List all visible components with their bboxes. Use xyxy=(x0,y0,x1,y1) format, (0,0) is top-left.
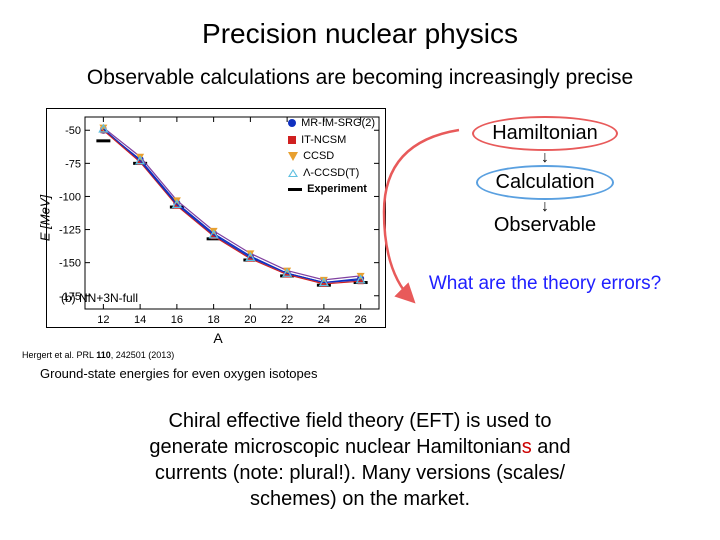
svg-text:18: 18 xyxy=(208,314,220,326)
svg-text:26: 26 xyxy=(355,314,367,326)
triangle-up-icon xyxy=(288,169,298,177)
slide-title: Precision nuclear physics xyxy=(0,0,720,50)
theory-errors-question: What are the theory errors? xyxy=(390,273,700,295)
svg-text:20: 20 xyxy=(244,314,256,326)
svg-text:22: 22 xyxy=(281,314,293,326)
bottom-paragraph: Chiral effective field theory (EFT) is u… xyxy=(0,408,720,512)
flow-step-calculation: Calculation xyxy=(390,165,700,200)
flow-diagram: Hamiltonian ↓ Calculation ↓ Observable W… xyxy=(390,108,700,381)
slide-subtitle: Observable calculations are becoming inc… xyxy=(0,50,720,90)
content-row: -50-75-100-125-150-1751214161820222426 M… xyxy=(0,108,720,381)
svg-text:24: 24 xyxy=(318,314,330,326)
svg-text:14: 14 xyxy=(134,314,146,326)
svg-text:-100: -100 xyxy=(59,191,81,203)
square-icon xyxy=(288,136,296,144)
energy-chart: -50-75-100-125-150-1751214161820222426 M… xyxy=(46,108,386,328)
chart-legend: MR-IM-SRG(2) IT-NCSM CCSD Λ-CCSD(T) Expe… xyxy=(288,115,375,198)
bar-icon xyxy=(288,188,302,191)
legend-item: MR-IM-SRG(2) xyxy=(288,115,375,132)
legend-item: Λ-CCSD(T) xyxy=(288,165,375,182)
svg-text:-75: -75 xyxy=(65,158,81,170)
triangle-down-icon xyxy=(288,152,298,161)
oval-red: Hamiltonian xyxy=(472,116,618,151)
svg-text:12: 12 xyxy=(97,314,109,326)
legend-label: Λ-CCSD(T) xyxy=(303,165,359,182)
svg-text:16: 16 xyxy=(171,314,183,326)
legend-label: Experiment xyxy=(307,181,367,198)
x-axis-label: A xyxy=(213,330,222,346)
oval-blue: Calculation xyxy=(476,165,615,200)
y-axis-label: E [MeV] xyxy=(38,195,53,241)
arrow-down-icon: ↓ xyxy=(390,151,700,165)
flow-step-observable: Observable xyxy=(390,214,700,237)
legend-label: MR-IM-SRG(2) xyxy=(301,115,375,132)
legend-item: Experiment xyxy=(288,181,375,198)
flow-step-hamiltonian: Hamiltonian xyxy=(390,116,700,151)
svg-text:-125: -125 xyxy=(59,225,81,237)
chart-area: -50-75-100-125-150-1751214161820222426 M… xyxy=(20,108,390,381)
chart-caption: Ground-state energies for even oxygen is… xyxy=(40,366,390,381)
legend-item: CCSD xyxy=(288,148,375,165)
circle-icon xyxy=(288,119,296,127)
legend-item: IT-NCSM xyxy=(288,132,375,149)
legend-label: IT-NCSM xyxy=(301,132,346,149)
svg-text:-150: -150 xyxy=(59,258,81,270)
panel-label: (b) NN+3N-full xyxy=(61,291,138,305)
svg-text:-50: -50 xyxy=(65,125,81,137)
legend-label: CCSD xyxy=(303,148,334,165)
citation: Hergert et al. PRL 110, 242501 (2013) xyxy=(22,350,390,360)
arrow-down-icon: ↓ xyxy=(390,200,700,214)
